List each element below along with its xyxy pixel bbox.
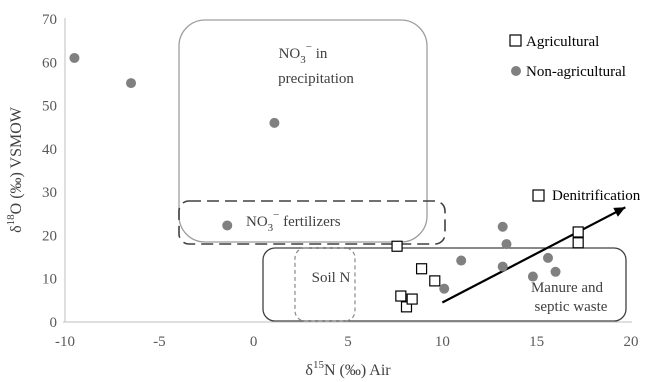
point-non-agricultural [456, 255, 467, 266]
y-tick-label: 60 [42, 55, 57, 71]
denitrification-arrow [441, 206, 626, 304]
region-manure-label-2: septic waste [535, 299, 608, 315]
y-tick-label: 50 [42, 99, 57, 115]
y-axis-title: δ18O (‰) VSMOW [5, 106, 25, 233]
region-precipitation-label-2: precipitation [278, 71, 354, 87]
point-non-agricultural [497, 221, 508, 232]
point-agricultural [572, 237, 584, 249]
point-non-agricultural [69, 52, 80, 63]
y-tick-label: 30 [42, 185, 57, 201]
denitrification-arrowhead [613, 207, 626, 217]
x-axis-title: δ15N (‰) Air [305, 359, 391, 379]
legend-label-non-agricultural: Non-agricultural [526, 64, 626, 80]
x-tick-label: -5 [153, 334, 166, 350]
point-non-agricultural [222, 220, 233, 231]
y-tick-label: 20 [42, 228, 57, 244]
point-non-agricultural [527, 271, 538, 282]
region-precipitation-label-1: NO3− in [279, 41, 328, 66]
x-tick-label: 0 [250, 334, 258, 350]
x-tick-label: 10 [435, 334, 450, 350]
y-tick-label: 70 [42, 12, 57, 28]
point-agricultural [429, 275, 441, 287]
regions-layer: NO3− in precipitation NO3− fertilizers M… [178, 19, 627, 322]
point-non-agricultural [497, 261, 508, 272]
point-non-agricultural [439, 283, 450, 294]
y-tick-label: 0 [50, 315, 58, 331]
legend: Agricultural Non-agricultural [509, 34, 626, 80]
point-non-agricultural [269, 117, 280, 128]
x-tick-label: 5 [344, 334, 352, 350]
region-fertilizers [178, 200, 446, 245]
ticks-layer: -10 -5 0 5 10 15 20 0 10 20 30 40 50 60 70 [42, 12, 639, 350]
region-soil-n-label: Soil N [312, 270, 351, 286]
annotation-layer [441, 206, 626, 304]
legend-marker-non-agricultural [511, 66, 521, 76]
denitrification-marker [532, 189, 545, 202]
region-fertilizers-label: NO3− fertilizers [246, 209, 341, 234]
region-precipitation [178, 19, 428, 243]
point-agricultural [395, 290, 407, 302]
point-non-agricultural [501, 239, 512, 250]
region-soil-n [294, 247, 356, 322]
region-manure-label-1: Manure and [531, 280, 604, 296]
x-tick-label: 15 [529, 334, 544, 350]
y-tick-label: 10 [42, 272, 57, 288]
point-agricultural [406, 293, 418, 305]
point-non-agricultural [542, 252, 553, 263]
point-agricultural [400, 301, 413, 313]
legend-marker-agricultural [509, 34, 522, 47]
x-tick-label: 20 [624, 334, 639, 350]
point-agricultural [415, 263, 428, 275]
point-non-agricultural [550, 266, 561, 277]
legend-label-agricultural: Agricultural [526, 34, 599, 50]
region-manure [262, 247, 627, 322]
axes [63, 18, 632, 323]
x-tick-label: -10 [55, 334, 75, 350]
point-agricultural [391, 240, 403, 252]
point-agricultural [572, 226, 584, 238]
denitrification-label: Denitrification [552, 188, 641, 204]
point-non-agricultural [126, 78, 137, 89]
points-layer [69, 52, 584, 313]
y-tick-label: 40 [42, 142, 57, 158]
